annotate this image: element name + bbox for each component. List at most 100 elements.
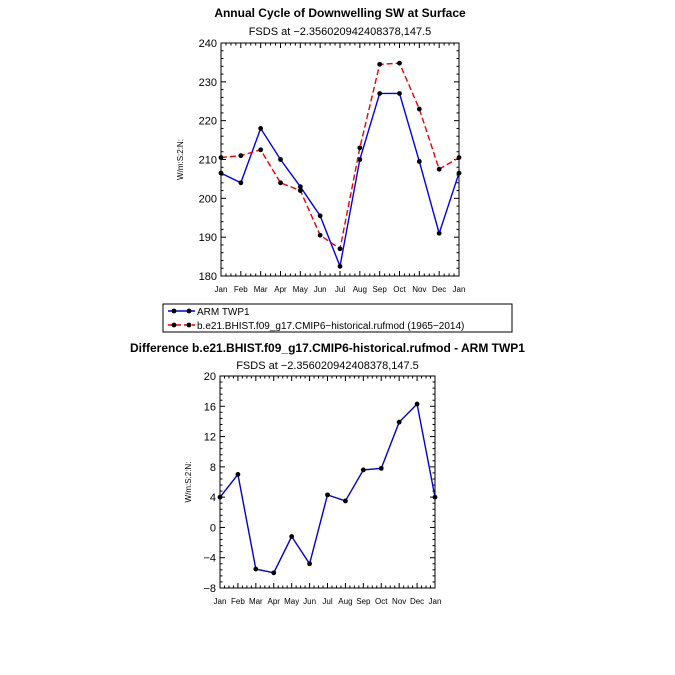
y-tick-label: 16	[204, 401, 216, 413]
data-point	[377, 61, 383, 67]
y-tick-label: 12	[204, 432, 216, 444]
data-point	[456, 170, 462, 176]
data-point	[360, 467, 366, 473]
y-tick-label: 200	[199, 193, 217, 205]
x-tick-label: Oct	[375, 597, 388, 606]
chart-title: Difference b.e21.BHIST.f09_g17.CMIP6-his…	[130, 341, 525, 355]
x-tick-label: Jun	[314, 285, 327, 294]
legend-marker	[186, 322, 192, 328]
legend-marker	[171, 308, 177, 314]
data-point	[414, 401, 420, 407]
x-tick-label: Jul	[335, 285, 345, 294]
data-point	[297, 184, 303, 190]
chart-title: Annual Cycle of Downwelling SW at Surfac…	[214, 6, 466, 20]
data-point	[238, 153, 244, 159]
x-tick-label: Nov	[412, 285, 426, 294]
data-point	[436, 166, 442, 172]
x-tick-label: Mar	[249, 597, 263, 606]
data-point	[253, 566, 259, 572]
y-tick-label: 220	[199, 116, 217, 128]
x-tick-label: Mar	[254, 285, 268, 294]
y-tick-label: 180	[199, 271, 217, 283]
plot-frame	[219, 375, 436, 589]
y-tick-label: 240	[199, 38, 217, 50]
legend: ARM TWP1 b.e21.BHIST.f09_g17.CMIP6−histor…	[162, 303, 513, 333]
legend-frame	[162, 303, 513, 333]
x-tick-label: Jan	[429, 597, 442, 606]
data-point	[317, 213, 323, 219]
plot-frame	[220, 42, 460, 277]
x-tick-label: Sep	[373, 285, 388, 294]
y-tick-label: 230	[199, 77, 217, 89]
y-axis-label: W/m:S:2:N:	[176, 139, 185, 180]
x-tick-label: Sep	[356, 597, 371, 606]
chart-subtitle: FSDS at −2.356020942408378,147.5	[249, 26, 432, 38]
y-axis-label: W/m:S:2:N:	[184, 462, 193, 503]
data-point	[235, 472, 241, 477]
data-point	[307, 561, 312, 567]
chart-subtitle: FSDS at −2.356020942408378,147.5	[236, 360, 419, 372]
y-tick-label: 0	[210, 522, 216, 534]
series-line-0	[219, 402, 436, 574]
data-point	[278, 157, 283, 162]
x-tick-label: Jul	[322, 597, 332, 606]
data-point	[432, 494, 438, 500]
x-tick-label: Jun	[303, 597, 316, 606]
difference-chart: Difference b.e21.BHIST.f09_g17.CMIP6-his…	[130, 341, 525, 606]
data-point	[297, 188, 303, 193]
y-tick-label: 210	[199, 155, 217, 167]
x-tick-label: Dec	[432, 285, 446, 294]
data-point	[343, 498, 348, 504]
data-point	[337, 246, 343, 252]
data-point	[378, 465, 384, 471]
x-tick-label: Aug	[338, 597, 352, 606]
x-tick-label: Jan	[214, 597, 227, 606]
data-point	[397, 91, 402, 96]
legend-label-1: b.e21.BHIST.f09_g17.CMIP6−historical.ruf…	[197, 321, 464, 332]
data-point	[397, 60, 402, 66]
y-tick-label: 20	[204, 371, 216, 383]
data-point	[357, 145, 363, 151]
annual-cycle-chart: Annual Cycle of Downwelling SW at Surfac…	[162, 6, 513, 333]
data-point	[278, 180, 283, 186]
x-tick-label: Oct	[393, 285, 406, 294]
data-point	[436, 230, 442, 236]
data-point	[416, 159, 422, 164]
data-point	[416, 106, 422, 112]
data-point	[238, 180, 244, 186]
x-tick-label: Apr	[274, 285, 287, 294]
data-point	[258, 126, 264, 131]
data-point	[258, 147, 264, 153]
data-point	[218, 155, 224, 160]
x-tick-label: Jan	[215, 285, 228, 294]
data-point	[289, 534, 295, 539]
y-tick-label: 8	[210, 462, 216, 474]
x-tick-label: May	[284, 597, 299, 606]
data-point	[377, 91, 383, 96]
data-point	[218, 170, 224, 176]
data-point	[357, 157, 363, 162]
x-tick-label: Feb	[234, 285, 248, 294]
data-point	[337, 263, 343, 269]
data-point	[217, 494, 223, 500]
legend-marker	[186, 308, 192, 314]
y-tick-label: 190	[199, 232, 217, 244]
data-point	[325, 492, 330, 498]
data-point	[317, 232, 323, 238]
series-line-1	[220, 62, 460, 250]
x-tick-label: Nov	[392, 597, 406, 606]
y-tick-label: 4	[210, 492, 216, 504]
x-tick-label: May	[293, 285, 308, 294]
data-point	[396, 419, 402, 425]
x-tick-label: Jan	[453, 285, 466, 294]
x-tick-label: Aug	[353, 285, 367, 294]
y-tick-label: −8	[203, 583, 216, 595]
legend-marker	[171, 322, 177, 328]
data-point	[271, 570, 277, 576]
x-tick-label: Dec	[410, 597, 424, 606]
data-point	[456, 155, 462, 160]
x-tick-label: Feb	[231, 597, 245, 606]
y-tick-label: −4	[203, 553, 216, 565]
x-tick-label: Apr	[268, 597, 281, 606]
legend-label-0: ARM TWP1	[197, 307, 250, 318]
